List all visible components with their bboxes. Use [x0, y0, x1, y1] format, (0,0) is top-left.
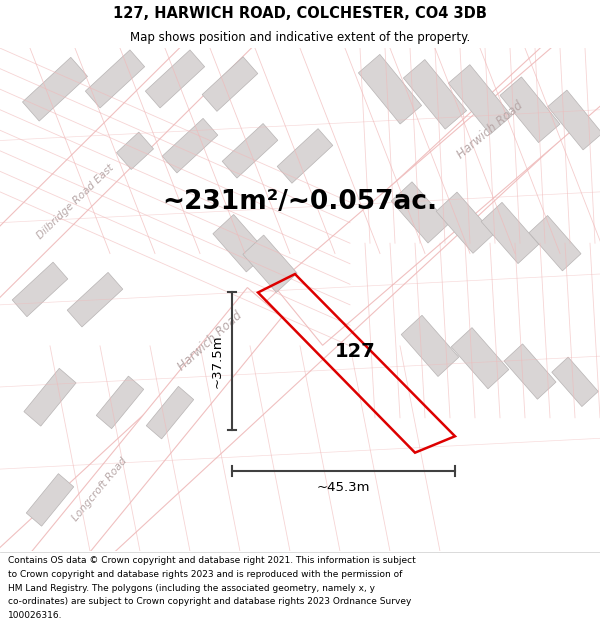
Polygon shape [274, 0, 600, 345]
Polygon shape [552, 357, 598, 406]
Text: Longcroft Road: Longcroft Road [71, 456, 130, 523]
Polygon shape [202, 57, 258, 111]
Text: Contains OS data © Crown copyright and database right 2021. This information is : Contains OS data © Crown copyright and d… [8, 556, 416, 566]
Polygon shape [548, 90, 600, 150]
Text: Harwich Road: Harwich Road [455, 99, 526, 161]
Text: 127, HARWICH ROAD, COLCHESTER, CO4 3DB: 127, HARWICH ROAD, COLCHESTER, CO4 3DB [113, 6, 487, 21]
Polygon shape [96, 376, 144, 429]
Text: co-ordinates) are subject to Crown copyright and database rights 2023 Ordnance S: co-ordinates) are subject to Crown copyr… [8, 598, 411, 606]
Polygon shape [22, 58, 88, 121]
Polygon shape [213, 214, 267, 272]
Polygon shape [451, 328, 509, 389]
Polygon shape [12, 262, 68, 317]
Polygon shape [0, 38, 600, 614]
Polygon shape [67, 272, 123, 327]
Polygon shape [358, 54, 422, 124]
Polygon shape [481, 202, 539, 264]
Polygon shape [401, 315, 459, 376]
Polygon shape [448, 64, 512, 134]
Polygon shape [504, 344, 556, 399]
Polygon shape [26, 474, 74, 526]
Text: Dilbridge Road East: Dilbridge Road East [35, 163, 115, 241]
Text: ~231m²/~0.057ac.: ~231m²/~0.057ac. [163, 189, 437, 215]
Polygon shape [529, 216, 581, 271]
Text: Map shows position and indicative extent of the property.: Map shows position and indicative extent… [130, 31, 470, 44]
Text: 127: 127 [335, 341, 376, 361]
Text: 100026316.: 100026316. [8, 611, 62, 620]
Polygon shape [145, 50, 205, 108]
Text: ~37.5m: ~37.5m [211, 334, 223, 388]
Polygon shape [277, 129, 333, 183]
Polygon shape [391, 182, 449, 243]
Text: ~45.3m: ~45.3m [317, 481, 370, 494]
Text: to Crown copyright and database rights 2023 and is reproduced with the permissio: to Crown copyright and database rights 2… [8, 570, 402, 579]
Text: HM Land Registry. The polygons (including the associated geometry, namely x, y: HM Land Registry. The polygons (includin… [8, 584, 375, 592]
Polygon shape [116, 132, 154, 169]
Polygon shape [243, 235, 297, 292]
Polygon shape [500, 77, 560, 142]
Polygon shape [222, 124, 278, 178]
Polygon shape [0, 6, 257, 399]
Polygon shape [436, 192, 494, 253]
Text: Harwich Road: Harwich Road [175, 309, 245, 373]
Polygon shape [85, 50, 145, 108]
Polygon shape [162, 118, 218, 173]
Polygon shape [146, 386, 194, 439]
Polygon shape [0, 288, 282, 625]
Polygon shape [24, 368, 76, 426]
Polygon shape [403, 59, 467, 129]
